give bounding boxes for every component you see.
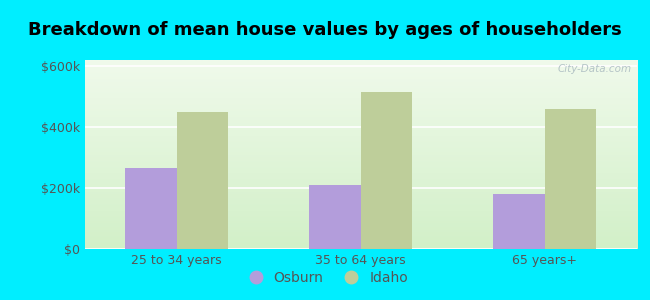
Text: Breakdown of mean house values by ages of householders: Breakdown of mean house values by ages o… <box>28 21 622 39</box>
Text: City-Data.com: City-Data.com <box>557 64 632 74</box>
Bar <box>309 185 361 249</box>
Legend: Osburn, Idaho: Osburn, Idaho <box>236 265 414 290</box>
Bar <box>361 92 412 249</box>
Bar <box>493 194 545 249</box>
Bar <box>125 168 177 249</box>
Bar <box>545 109 597 249</box>
Bar <box>177 112 228 249</box>
